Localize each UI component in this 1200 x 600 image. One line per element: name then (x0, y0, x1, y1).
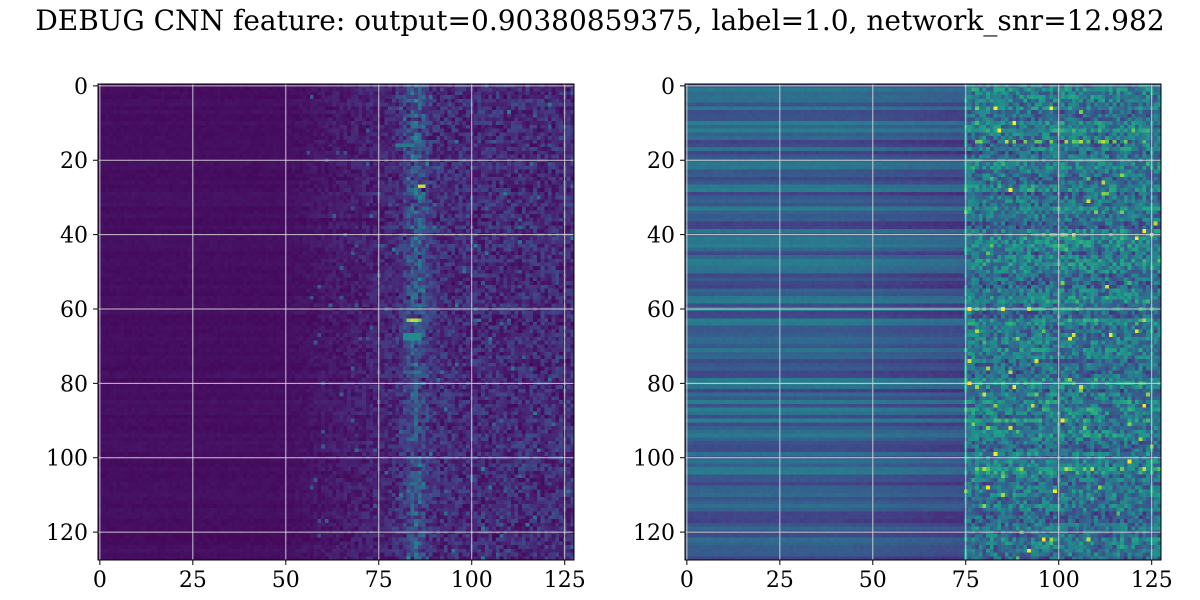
x-tick-label: 125 (1131, 568, 1173, 593)
y-tick-label: 100 (46, 447, 88, 472)
x-tick-label: 50 (859, 568, 887, 593)
y-tick-label: 0 (74, 75, 88, 100)
y-tick-label: 20 (60, 149, 88, 174)
y-tick-label: 60 (647, 298, 675, 323)
y-tick-label: 0 (661, 75, 675, 100)
x-tick-label: 100 (1038, 568, 1080, 593)
x-tick-label: 25 (179, 568, 207, 593)
x-tick-label: 50 (272, 568, 300, 593)
figure-title: DEBUG CNN feature: output=0.90380859375,… (35, 4, 1165, 37)
heatmap-image (98, 84, 574, 560)
x-tick-label: 0 (680, 568, 694, 593)
axes-frame (684, 83, 1162, 561)
y-tick-label: 60 (60, 298, 88, 323)
y-tick-label: 80 (60, 372, 88, 397)
x-tick-label: 100 (451, 568, 493, 593)
x-tick-label: 25 (766, 568, 794, 593)
y-tick-label: 40 (60, 224, 88, 249)
x-tick-label: 75 (952, 568, 980, 593)
y-tick-label: 120 (633, 521, 675, 546)
heatmap-panel-right: 0 25 50 75 100 125 0 20 40 60 80 100 120 (633, 75, 1173, 593)
heatmap-panel-left: 0 25 50 75 100 125 0 20 40 60 80 100 120 (46, 75, 586, 593)
y-tick-label: 80 (647, 372, 675, 397)
x-tick-label: 0 (93, 568, 107, 593)
x-tick-label: 125 (544, 568, 586, 593)
heatmap-image (685, 84, 1161, 560)
y-tick-label: 40 (647, 224, 675, 249)
y-tick-label: 100 (633, 447, 675, 472)
axes-frame (97, 83, 575, 561)
y-tick-label: 120 (46, 521, 88, 546)
y-tick-label: 20 (647, 149, 675, 174)
x-tick-label: 75 (365, 568, 393, 593)
